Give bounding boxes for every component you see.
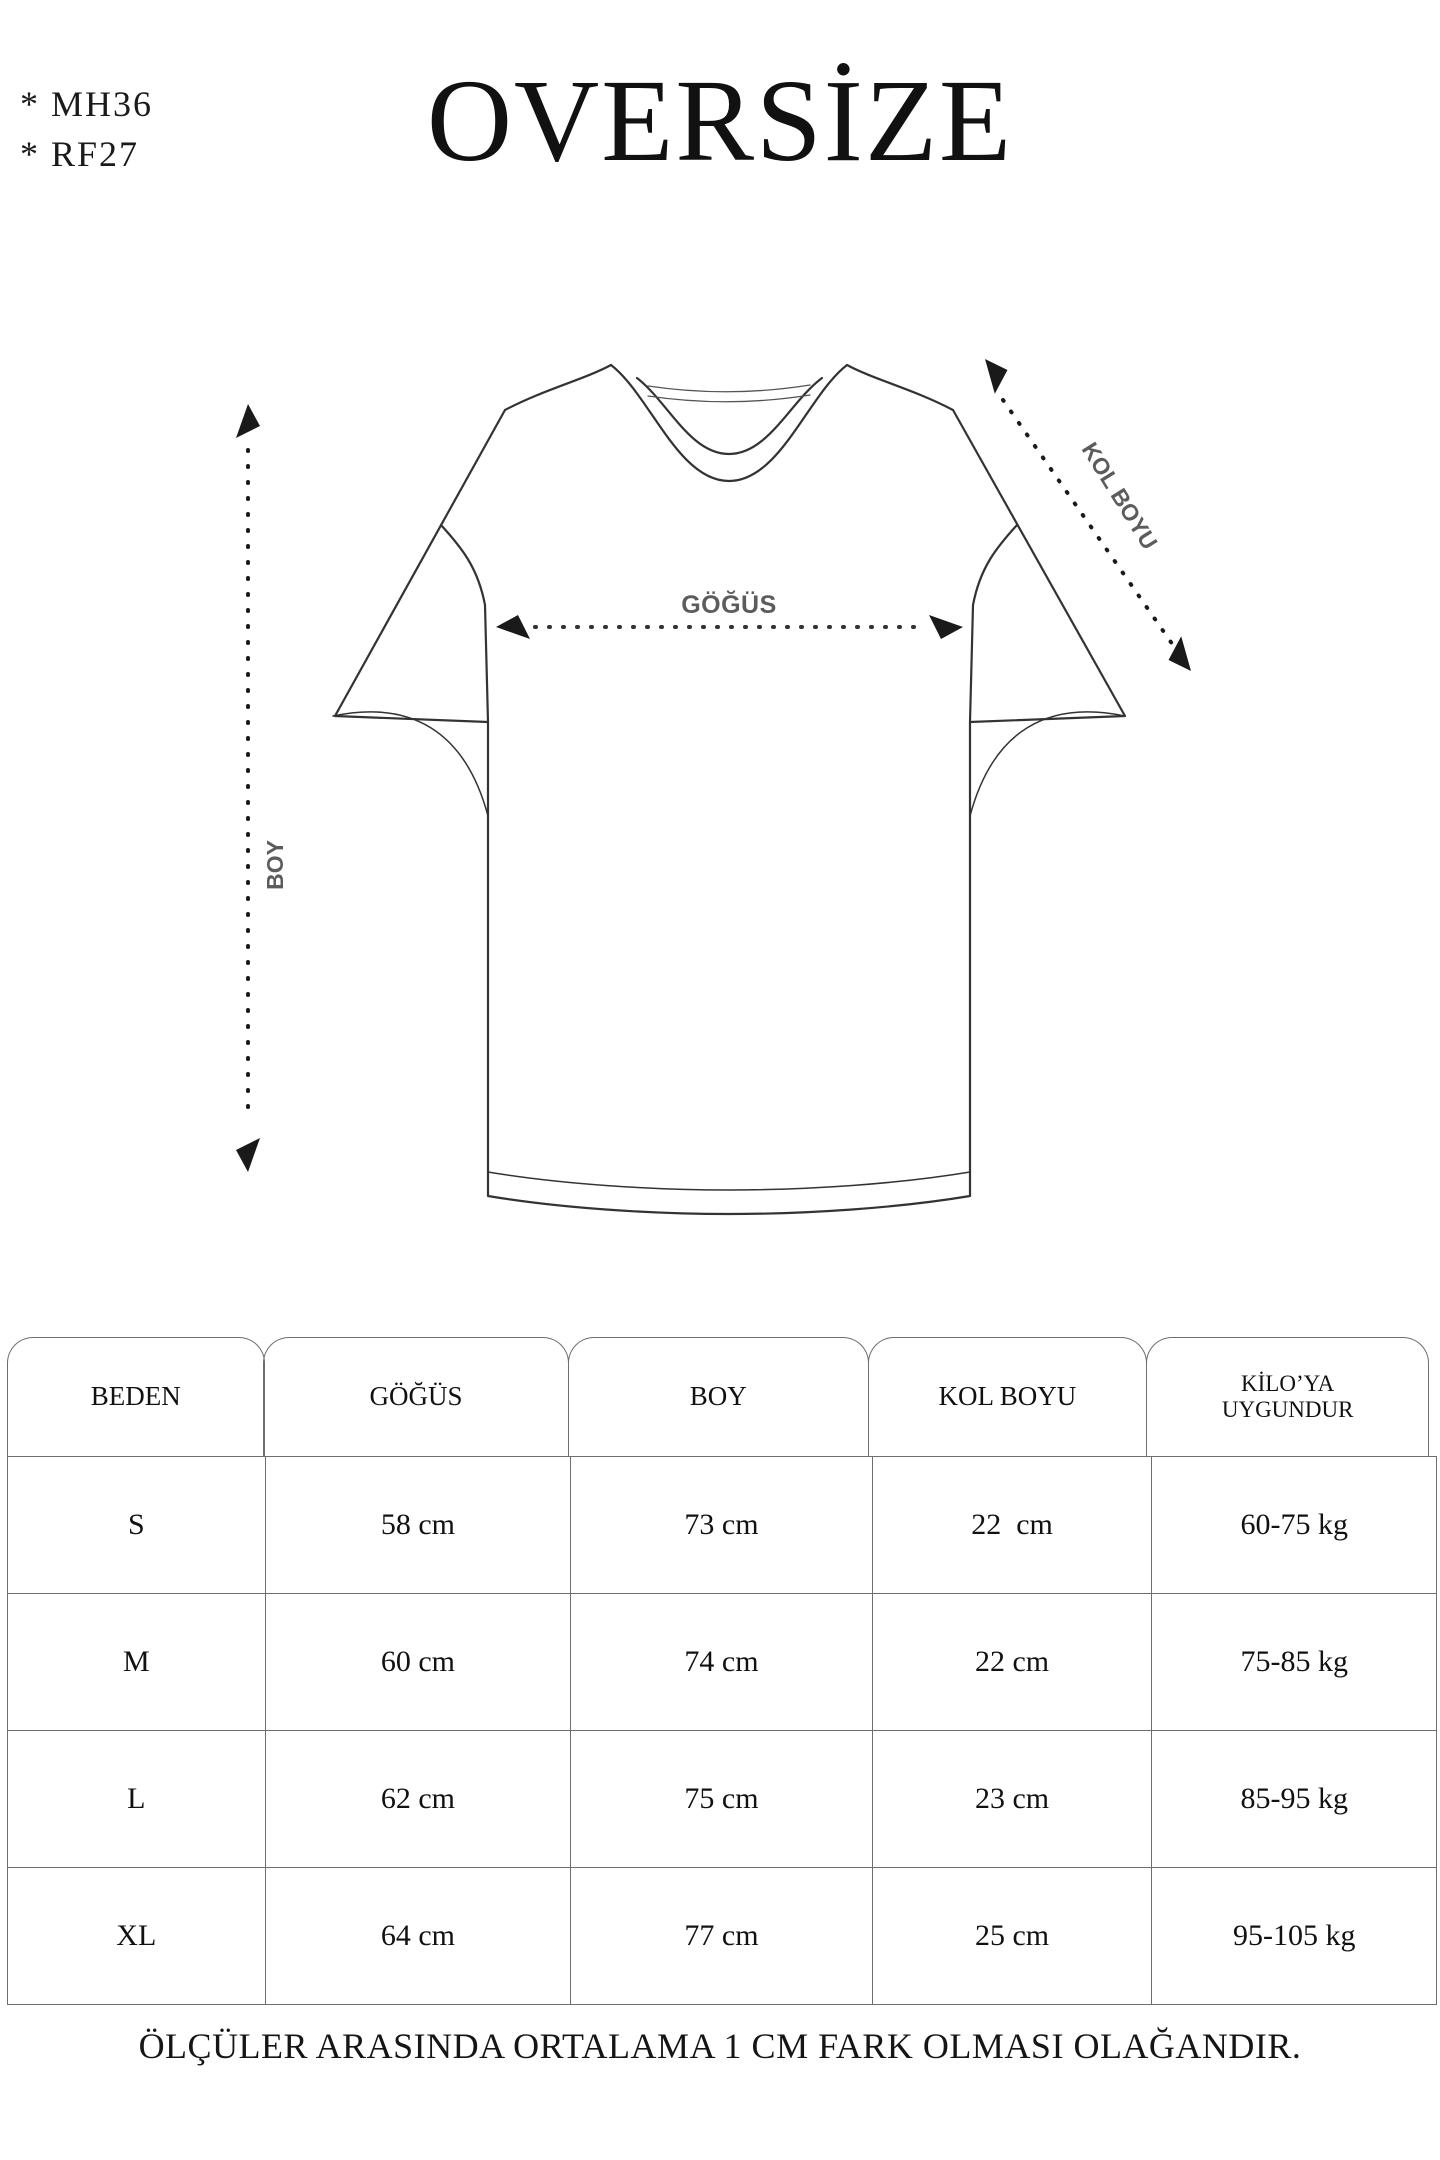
svg-text:BOY: BOY	[262, 840, 288, 890]
svg-text:GÖĞÜS: GÖĞÜS	[681, 590, 777, 619]
svg-text:KOL BOYU: KOL BOYU	[1077, 438, 1163, 554]
